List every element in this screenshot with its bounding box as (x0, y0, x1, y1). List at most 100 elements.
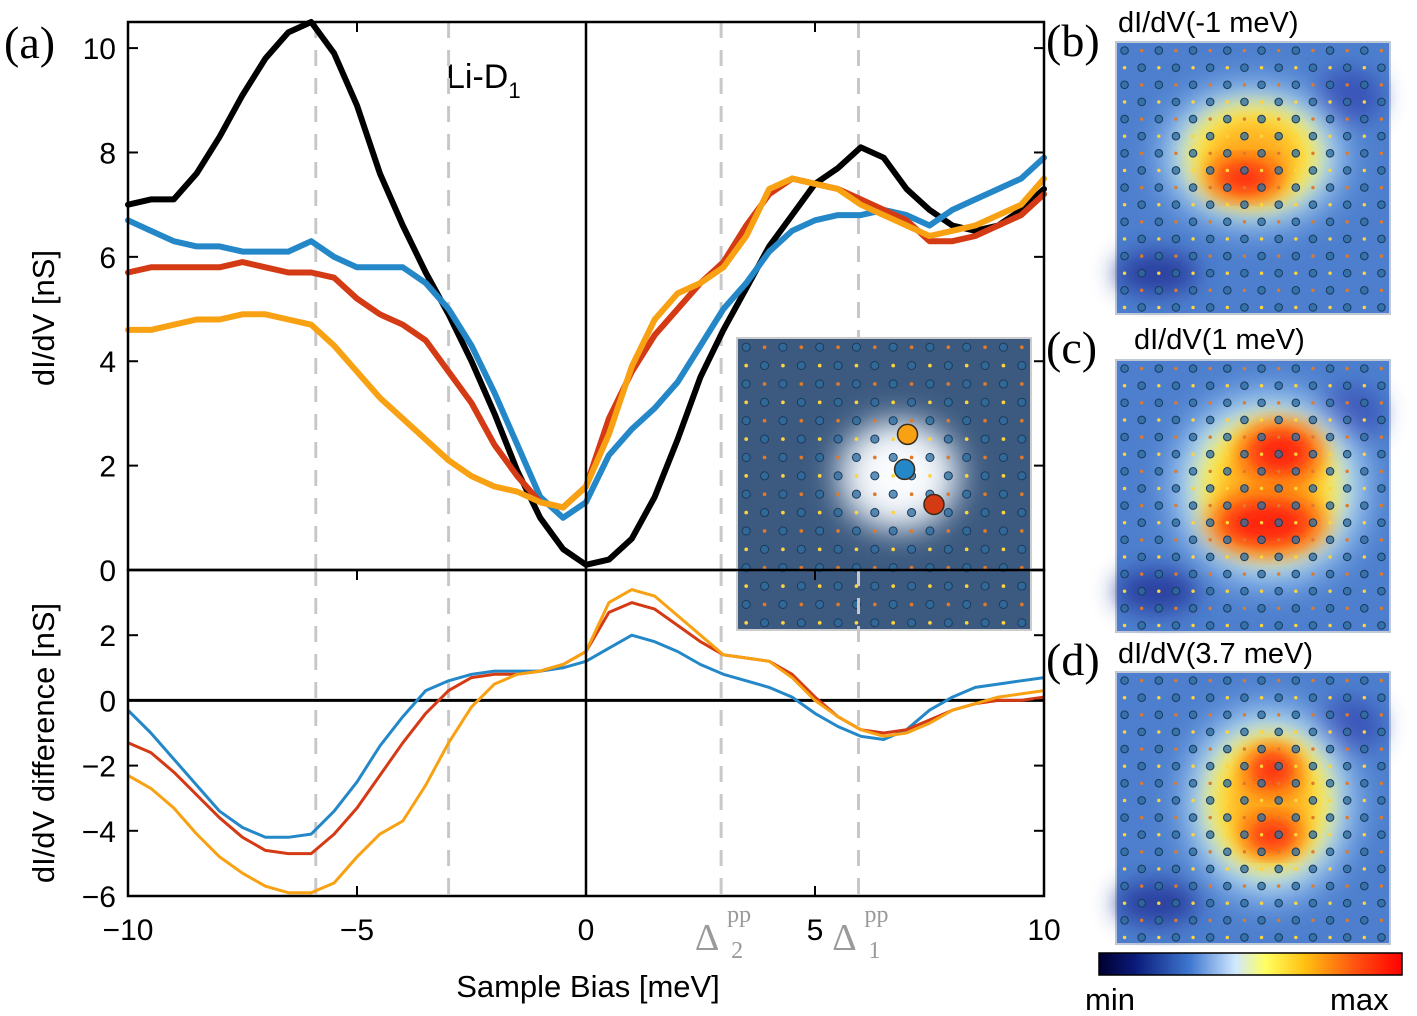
map-b-atom-small (1345, 83, 1349, 87)
inset-atom-small (744, 473, 749, 478)
map-d-atom-small (1294, 798, 1298, 803)
xtick-label: 10 (1027, 914, 1060, 947)
map-b-atom-small (1276, 48, 1281, 53)
map-b-atom-small (1311, 151, 1315, 156)
inset-atom-small (1001, 510, 1006, 515)
map-b-atom-small (1225, 202, 1230, 207)
map-b-atom-large (1257, 217, 1266, 227)
map-d-atom-small (1208, 781, 1212, 786)
panel-label-d: (d) (1046, 634, 1100, 685)
map-b-atom-large (1257, 286, 1266, 295)
map-d-atom-small (1208, 678, 1212, 683)
map-b-atom-large (1360, 149, 1369, 158)
map-b-atom-large (1377, 166, 1386, 175)
map-d-atom-large (1188, 744, 1198, 754)
map-b-atom-large (1342, 234, 1352, 244)
inset-atom-large (741, 599, 751, 609)
map-d-atom-small (1259, 867, 1264, 871)
map-d-atom-large (1257, 710, 1266, 720)
map-c-atom-small (1345, 401, 1349, 405)
map-b-atom-large (1274, 200, 1283, 209)
map-c-atom-large (1120, 398, 1129, 408)
inset-atom-large (760, 508, 770, 518)
map-d-atom-large (1137, 864, 1146, 874)
map-b-atom-large (1188, 80, 1198, 90)
map-c-atom-small (1157, 520, 1161, 525)
inset-atom-small (762, 382, 767, 386)
map-c-atom-small (1362, 383, 1367, 388)
inset-atom-small (799, 602, 804, 607)
top-y-ticks: 0 2 4 6 8 10 (83, 33, 1044, 588)
inset-atom-large (851, 452, 861, 462)
map-b-atom-small (1139, 220, 1144, 224)
map-c-atom-small (1208, 401, 1212, 405)
map-c-atom-large (1120, 535, 1129, 545)
map-b-atom-small (1276, 288, 1281, 293)
inset-marker-orange (896, 423, 919, 446)
map-d-atom-large (1240, 693, 1249, 702)
inset-atom-large (962, 489, 972, 499)
map-d-atom-large (1360, 813, 1369, 822)
map-c-atom-small (1157, 623, 1161, 628)
inset-atom-large (925, 416, 935, 426)
map-b-atom-small (1157, 134, 1161, 138)
inset-atom-large (980, 618, 990, 628)
xtick-label: −10 (103, 914, 154, 947)
map-b-atom-small (1379, 117, 1384, 121)
map-c-atom-large (1240, 621, 1249, 630)
map-c-atom-large (1137, 586, 1146, 596)
inset-atom-small (781, 510, 785, 515)
map-d-atom-small (1362, 901, 1367, 905)
map-d-atom-large (1223, 916, 1232, 925)
bottom-ytick-label: 0 (99, 685, 116, 718)
inset-atom-small (836, 382, 840, 386)
inset-atom-large (870, 581, 880, 591)
map-c-atom-small (1311, 572, 1315, 576)
map-d-atom-large (1154, 916, 1164, 925)
inset-marker-blue (893, 458, 916, 481)
map-title-d: dI/dV(3.7 meV) (1118, 638, 1313, 670)
map-c-atom-large (1171, 449, 1181, 459)
inset-atom-small (964, 620, 969, 625)
x-axis-label: Sample Bias [meV] (456, 969, 720, 1004)
inset-atom-large (980, 544, 990, 554)
map-b-atom-large (1325, 183, 1335, 192)
map-b-atom-small (1362, 65, 1367, 70)
map-d-atom-large (1137, 830, 1146, 839)
inset-atom-large (870, 508, 880, 518)
map-d-atom-large (1360, 881, 1369, 891)
map-c-atom-small (1259, 452, 1264, 456)
map-b-atom-large (1154, 114, 1164, 124)
heatmap-c (1115, 359, 1391, 633)
map-c-atom-small (1294, 520, 1298, 525)
map-b-atom-large (1377, 268, 1386, 278)
map-d-atom-small (1174, 678, 1178, 683)
top-ytick-label: 6 (99, 242, 116, 275)
inset-atom-small (1019, 382, 1024, 386)
map-b-atom-large (1137, 97, 1146, 107)
map-c-atom-small (1139, 606, 1144, 611)
map-d-atom-large (1188, 676, 1198, 685)
map-d-atom-small (1208, 884, 1212, 888)
map-d-atom-large (1205, 864, 1215, 874)
map-b-atom-large (1205, 303, 1215, 312)
inset-atom-large (796, 471, 806, 481)
map-b-atom-large (1223, 46, 1232, 55)
map-d-atom-large (1308, 898, 1318, 908)
map-c-atom-large (1223, 535, 1232, 545)
map-c-dark-patch (1116, 569, 1199, 613)
inset-atom-small (762, 602, 767, 607)
map-d-atom-small (1242, 918, 1247, 923)
map-b-atom-small (1276, 151, 1281, 156)
map-d-atom-small (1311, 781, 1315, 786)
map-b-atom-large (1291, 217, 1301, 227)
inset-atom-large (796, 581, 806, 591)
map-b-atom-large (1257, 114, 1266, 124)
inset-atom-large (1017, 434, 1027, 444)
inset-atom-small (946, 345, 951, 350)
inset-atom-small (964, 547, 969, 552)
map-c-atom-large (1205, 621, 1215, 630)
inset-atom-large (998, 416, 1008, 426)
inset-atom-small (1019, 418, 1024, 423)
